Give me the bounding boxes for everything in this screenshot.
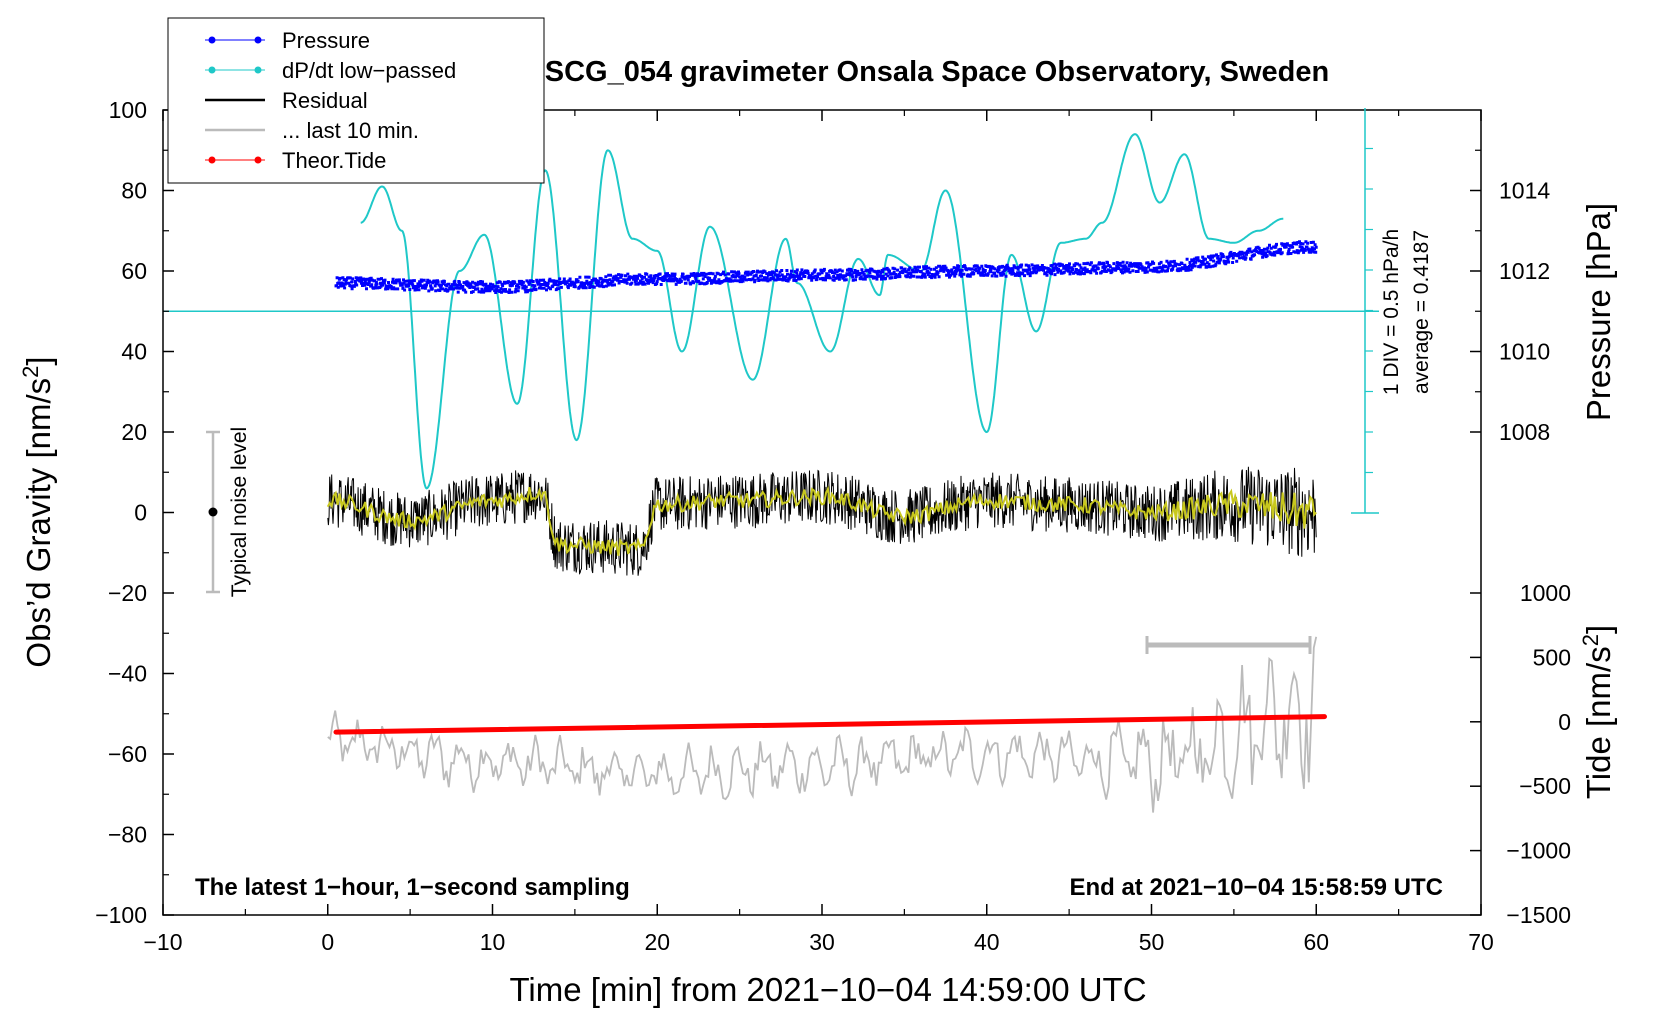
tide-tick-label: 0 — [1558, 709, 1571, 735]
y-tick-label: −20 — [108, 580, 147, 606]
last-10-min-line — [327, 636, 1318, 813]
residual-smoothed-line — [326, 485, 1317, 556]
x-tick-label: 0 — [321, 929, 334, 955]
y-tick-label: −40 — [108, 661, 147, 687]
dpdt-scale: 1 DIV = 0.5 hPa/h average = 0.4187 — [1351, 108, 1433, 514]
pressure-tick-label: 1008 — [1499, 419, 1550, 445]
x-axis-label: Time [min] from 2021−10−04 14:59:00 UTC — [509, 971, 1146, 1008]
y-tick-label: −100 — [95, 902, 147, 928]
legend-marker — [208, 66, 216, 74]
tide-tick-label: −500 — [1519, 773, 1571, 799]
y-label-tide-sup: 2 — [1578, 634, 1603, 646]
legend-marker — [208, 36, 216, 44]
x-tick-label: 40 — [974, 929, 1000, 955]
tide-tick-label: 500 — [1533, 644, 1571, 670]
x-tick-label: 20 — [644, 929, 670, 955]
chart-title: SCG_054 gravimeter Onsala Space Observat… — [545, 56, 1329, 88]
legend-label: ... last 10 min. — [282, 118, 419, 143]
theor-tide-line — [333, 714, 1327, 735]
y-tick-label: 80 — [121, 178, 147, 204]
y-label-left-sup: 2 — [18, 366, 43, 378]
x-tick-label: 50 — [1139, 929, 1165, 955]
dpdt-scale-label: 1 DIV = 0.5 hPa/h — [1380, 229, 1403, 395]
series-layer — [163, 133, 1379, 813]
x-tick-label: 70 — [1468, 929, 1494, 955]
tide-tick-label: −1500 — [1506, 902, 1571, 928]
y-tick-label: 0 — [134, 500, 147, 526]
y-label-left-main: Obs’d Gravity [nm/s — [20, 378, 57, 668]
noise-level-label: Typical noise level — [228, 427, 251, 597]
legend-label: Pressure — [282, 28, 370, 53]
noise-level-indicator: Typical noise level — [206, 427, 251, 597]
legend-label: dP/dt low−passed — [282, 58, 456, 83]
y-tick-label: 100 — [109, 97, 147, 123]
legend-marker — [208, 156, 216, 164]
y-label-left-end: ] — [20, 356, 57, 365]
legend-label: Residual — [282, 88, 368, 113]
y-tick-label: 40 — [121, 339, 147, 365]
x-tick-label: 10 — [480, 929, 506, 955]
pressure-tick-label: 1012 — [1499, 258, 1550, 284]
dpdt-line — [360, 133, 1284, 490]
pressure-tick-label: 1014 — [1499, 178, 1550, 204]
y-axis-label-left: Obs’d Gravity [nm/s2] — [18, 356, 58, 667]
pressure-points — [334, 240, 1318, 294]
legend-marker — [254, 66, 262, 74]
end-time-note: End at 2021−10−04 15:58:59 UTC — [1069, 874, 1443, 901]
pressure-tick-label: 1010 — [1499, 339, 1550, 365]
legend-label: Theor.Tide — [282, 148, 386, 173]
legend-marker — [254, 36, 262, 44]
y-label-tide-end: ] — [1580, 625, 1617, 634]
dpdt-average-label: average = 0.4187 — [1410, 230, 1433, 394]
legend: Pressure dP/dt low−passed Residual ... last… — [167, 17, 545, 184]
tide-tick-label: −1000 — [1506, 838, 1571, 864]
y-axis-label-pressure: Pressure [hPa] — [1580, 203, 1617, 421]
y-tick-label: 60 — [121, 258, 147, 284]
y-tick-label: −60 — [108, 741, 147, 767]
tide-tick-label: 1000 — [1520, 580, 1571, 606]
last-10-min-bar — [1145, 636, 1312, 654]
x-tick-label: 60 — [1303, 929, 1329, 955]
y-label-tide-main: Tide [nm/s — [1580, 646, 1617, 799]
y-tick-label: −80 — [108, 822, 147, 848]
legend-marker — [254, 156, 262, 164]
y-axis-label-tide: Tide [nm/s2] — [1578, 625, 1618, 799]
y-tick-label: 20 — [121, 419, 147, 445]
residual-line — [327, 466, 1317, 576]
ticks-layer: −10 0 10 20 30 40 50 60 70−100−80−60−40−20020406… — [95, 97, 1571, 955]
x-tick-label: 30 — [809, 929, 835, 955]
sampling-note: The latest 1−hour, 1−second sampling — [195, 874, 630, 901]
x-tick-label: −10 — [143, 929, 182, 955]
